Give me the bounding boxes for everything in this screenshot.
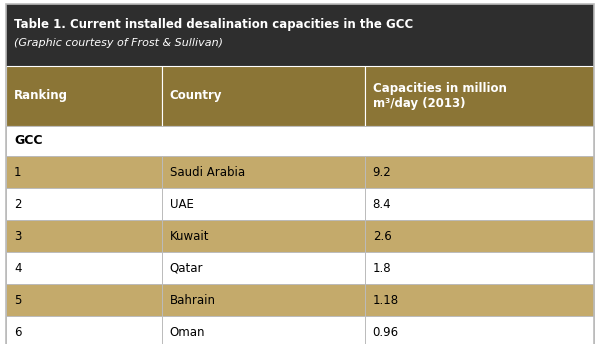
Text: Saudi Arabia: Saudi Arabia — [170, 165, 245, 179]
Bar — [162, 252, 365, 284]
Text: Country: Country — [170, 89, 223, 103]
Bar — [365, 156, 594, 188]
Bar — [6, 284, 162, 316]
Text: GCC: GCC — [14, 135, 43, 148]
Bar — [6, 4, 594, 66]
Text: 3: 3 — [14, 229, 22, 243]
Text: Qatar: Qatar — [170, 261, 203, 275]
Bar — [365, 284, 594, 316]
Text: Oman: Oman — [170, 325, 205, 338]
Text: 0.96: 0.96 — [373, 325, 399, 338]
Bar — [6, 156, 162, 188]
Text: 8.4: 8.4 — [373, 197, 391, 211]
Bar — [365, 188, 594, 220]
Text: (Graphic courtesy of Frost & Sullivan): (Graphic courtesy of Frost & Sullivan) — [14, 38, 223, 48]
Text: 1: 1 — [14, 165, 22, 179]
Text: 1.18: 1.18 — [373, 293, 399, 307]
Text: Ranking: Ranking — [14, 89, 68, 103]
Text: Capacities in million
m³/day (2013): Capacities in million m³/day (2013) — [373, 82, 506, 110]
Bar — [162, 188, 365, 220]
Text: 9.2: 9.2 — [373, 165, 391, 179]
Bar — [6, 188, 162, 220]
Bar — [6, 252, 162, 284]
Bar — [365, 220, 594, 252]
Text: 4: 4 — [14, 261, 22, 275]
Text: Bahrain: Bahrain — [170, 293, 216, 307]
Text: 2.6: 2.6 — [373, 229, 391, 243]
Text: UAE: UAE — [170, 197, 194, 211]
Text: Table 1. Current installed desalination capacities in the GCC: Table 1. Current installed desalination … — [14, 18, 413, 31]
Bar — [6, 316, 162, 344]
Bar — [162, 316, 365, 344]
Bar — [162, 284, 365, 316]
Text: 1.8: 1.8 — [373, 261, 391, 275]
Bar — [6, 66, 162, 126]
Bar — [365, 66, 594, 126]
Bar — [162, 220, 365, 252]
Bar — [6, 220, 162, 252]
Bar — [162, 156, 365, 188]
Text: 5: 5 — [14, 293, 22, 307]
Bar — [162, 66, 365, 126]
Text: 6: 6 — [14, 325, 22, 338]
Text: 2: 2 — [14, 197, 22, 211]
Bar — [365, 316, 594, 344]
Bar — [6, 126, 594, 156]
Text: Kuwait: Kuwait — [170, 229, 209, 243]
Bar — [365, 252, 594, 284]
